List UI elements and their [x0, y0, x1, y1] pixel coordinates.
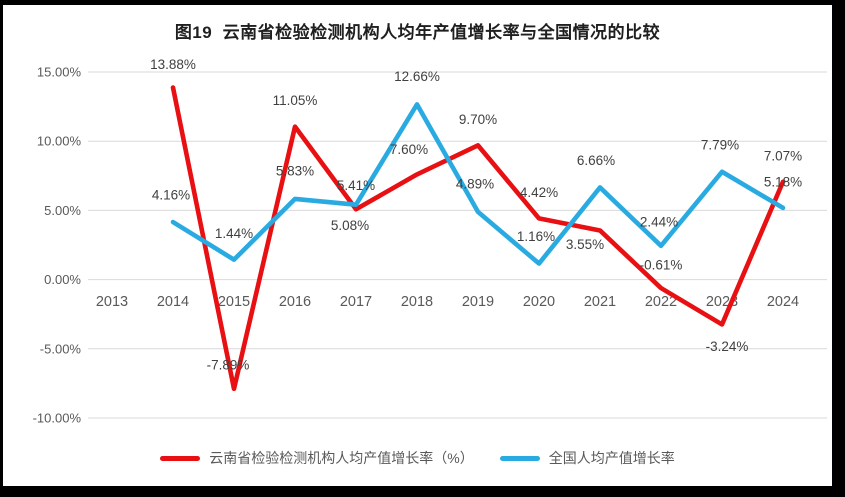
data-label-national: 7.79%	[701, 137, 739, 152]
y-axis-tick-label: 10.00%	[37, 134, 82, 149]
data-label-yunnan: 3.55%	[566, 237, 604, 252]
data-label-national: 4.89%	[456, 176, 494, 191]
data-label-national: 5.18%	[764, 174, 802, 189]
data-label-yunnan: 5.08%	[331, 218, 369, 233]
data-label-national: 12.66%	[394, 69, 440, 84]
x-axis-tick-label: 2020	[523, 294, 555, 310]
legend-item-national: 全国人均产值增长率	[499, 448, 675, 468]
data-label-yunnan: 9.70%	[459, 112, 497, 127]
x-axis-tick-label: 2014	[157, 294, 189, 310]
x-axis-tick-label: 2024	[767, 294, 799, 310]
y-axis-tick-label: 5.00%	[44, 203, 81, 218]
x-axis-tick-label: 2018	[401, 294, 433, 310]
legend-item-yunnan: 云南省检验检测机构人均产值增长率（%）	[160, 448, 474, 468]
x-axis-tick-label: 2017	[340, 294, 372, 310]
data-label-national: 5.41%	[337, 178, 375, 193]
series-line-yunnan	[170, 85, 786, 392]
data-label-national: 5.83%	[276, 163, 314, 178]
legend-swatch-national-icon	[499, 455, 540, 461]
x-axis-tick-label: 2021	[584, 294, 616, 310]
data-label-national: 4.16%	[152, 188, 190, 203]
y-axis-tick-label: -5.00%	[40, 341, 82, 356]
x-axis-tick-label: 2013	[96, 294, 128, 310]
data-label-national: 1.16%	[517, 229, 555, 244]
chart-legend: 云南省检验检测机构人均产值增长率（%） 全国人均产值增长率	[3, 448, 832, 468]
legend-label-national: 全国人均产值增长率	[548, 450, 675, 466]
x-axis-tick-label: 2019	[462, 294, 494, 310]
data-label-yunnan: -3.24%	[706, 339, 749, 354]
data-label-yunnan: -7.89%	[207, 357, 250, 372]
y-axis-tick-label: -10.00%	[33, 411, 82, 426]
x-axis-tick-label: 2015	[218, 294, 250, 310]
data-label-national: 6.66%	[577, 153, 615, 168]
data-label-national: 2.44%	[640, 214, 678, 229]
chart-canvas: 图19 云南省检验检测机构人均年产值增长率与全国情况的比较 15.00% 10.0…	[3, 5, 832, 486]
y-axis-tick-label: 15.00%	[37, 65, 82, 80]
legend-swatch-yunnan-icon	[160, 455, 201, 461]
legend-label-yunnan: 云南省检验检测机构人均产值增长率（%）	[209, 450, 474, 466]
x-axis-tick-label: 2016	[279, 294, 311, 310]
data-label-yunnan: 11.05%	[273, 93, 318, 108]
data-label-yunnan: 13.88%	[150, 57, 196, 72]
data-label-yunnan: -0.61%	[640, 258, 683, 273]
data-label-yunnan: 7.60%	[390, 142, 428, 157]
chart-title: 图19 云南省检验检测机构人均年产值增长率与全国情况的比较	[174, 23, 661, 42]
x-axis-tick-label: 2022	[645, 294, 677, 310]
data-label-national: 1.44%	[215, 226, 253, 241]
data-label-yunnan: 7.07%	[764, 148, 802, 163]
line-chart-plot: 15.00% 10.00% 5.00% 0.00% -5.00% -10.00% 2013 2…	[33, 57, 827, 426]
y-axis-tick-label: 0.00%	[44, 272, 81, 287]
data-label-yunnan: 4.42%	[520, 185, 558, 200]
series-line-national	[170, 102, 786, 266]
